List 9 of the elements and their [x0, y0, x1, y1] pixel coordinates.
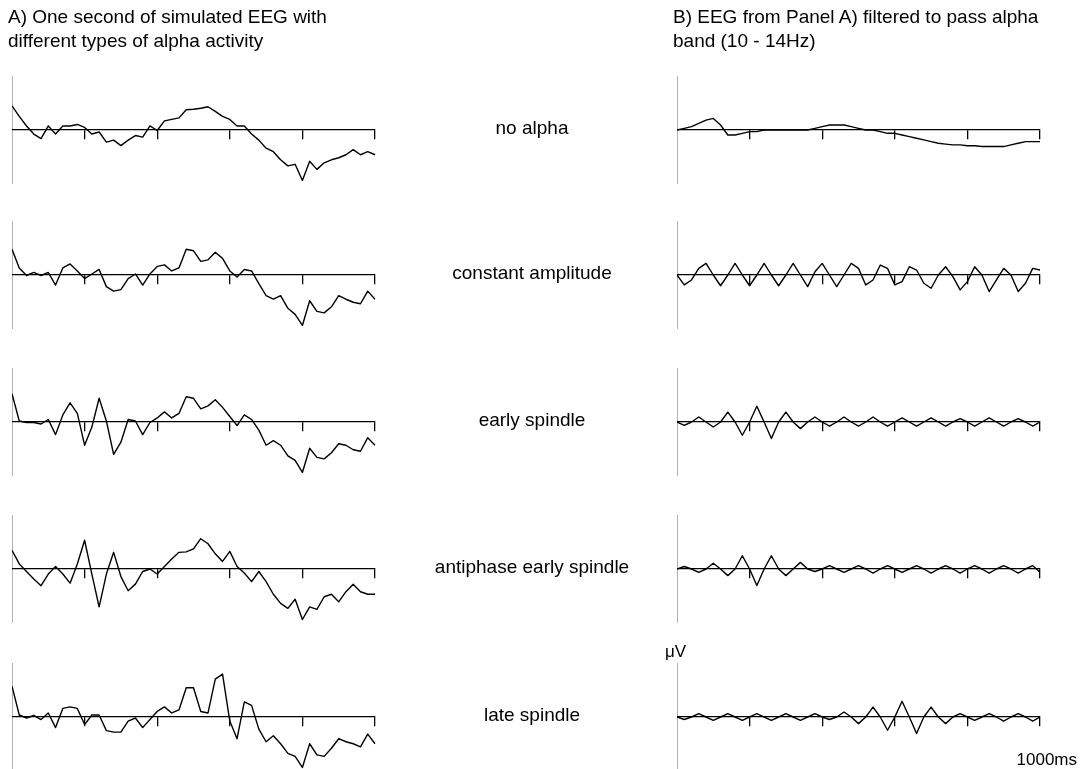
text: late spindle [482, 704, 582, 726]
text: early spindle [477, 409, 587, 431]
y-axis-title: μV [665, 642, 687, 662]
chart-title: B) EEG from Panel A) filtered to pass alpha band (10 - 14Hz) [673, 5, 1040, 53]
text: antiphase early spindle [433, 556, 631, 578]
text: no alpha [494, 117, 570, 139]
text: constant amplitude [451, 262, 613, 284]
chart-title: A) One second of simulated EEG with different types of alpha activity [8, 5, 328, 53]
x-axis-title: 1000ms [1016, 750, 1077, 769]
